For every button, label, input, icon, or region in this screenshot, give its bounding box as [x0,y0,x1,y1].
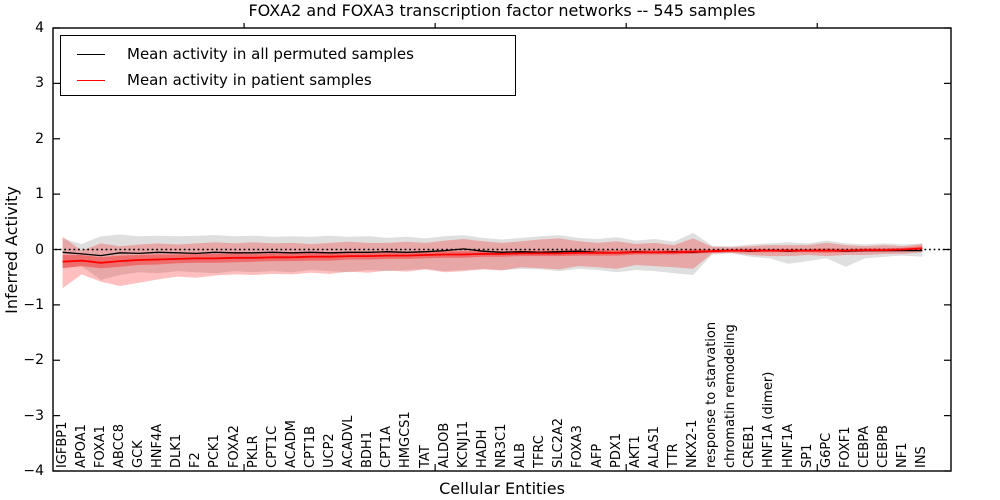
x-tick-label: ACADM [284,420,299,468]
patient-line-sample-icon [77,79,105,81]
y-tick-label: 2 [35,130,44,147]
patient-mean-line [62,247,923,264]
y-tick-label: −4 [23,463,44,479]
x-tick-label: ALAS1 [647,426,662,468]
x-tick-label: FOXA1 [93,425,108,468]
x-tick-label: SP1 [800,443,815,468]
legend-label-permuted: Mean activity in all permuted samples [127,45,414,63]
x-tick-label: CPT1A [379,425,394,468]
y-tick-label: 4 [35,20,44,36]
y-tick-label: 1 [35,186,44,203]
x-tick-label: HADH [475,429,490,468]
y-tick-label: −1 [23,296,44,313]
legend-item-patient: Mean activity in patient samples [61,67,515,93]
legend: Mean activity in all permuted samples Me… [60,35,516,96]
y-tick-label: −3 [23,407,44,424]
x-tick-label: AFP [590,443,605,468]
x-tick-label: G6PC [819,432,834,468]
x-tick-label: NF1 [895,442,910,468]
x-tick-label: PCK1 [207,434,222,468]
x-tick-label: F2 [188,452,203,468]
x-tick-label: CEBPB [876,425,891,468]
x-tick-label: ALB [513,442,528,468]
x-tick-label: CEBPA [857,425,872,468]
x-tick-label: AKT1 [628,435,643,468]
x-tick-label: CPT1B [303,425,318,468]
x-tick-label: FOXA2 [227,425,242,468]
x-tick-label: KCNJ11 [456,421,471,468]
x-axis-label: Cellular Entities [439,479,565,498]
x-tick-label: HNF1A (dimer) [761,371,776,468]
x-tick-label: ACADVL [341,415,356,468]
legend-item-permuted: Mean activity in all permuted samples [61,41,515,67]
x-tick-label: TTR [666,443,681,468]
x-tick-label: chromatin remodeling [723,324,738,468]
x-tick-label: IGFBP1 [55,421,70,468]
x-tick-label: BDH1 [360,431,375,468]
legend-label-patient: Mean activity in patient samples [127,71,372,89]
x-tick-label: NKX2-1 [685,419,700,468]
x-tick-label: NR3C1 [494,423,509,468]
x-tick-label: HMGCS1 [398,411,413,468]
x-tick-label: FOXA3 [570,425,585,468]
x-tick-label: response to starvation [704,321,719,468]
x-tick-label: PDX1 [609,432,624,468]
x-tick-label: HNF4A [150,423,165,468]
x-tick-label: CREB1 [742,424,757,468]
x-tick-label: TFRC [532,435,547,468]
x-tick-label: TAT [418,445,433,468]
x-tick-label: FOXF1 [838,426,853,468]
permuted-samples-band [62,232,923,280]
chart-title: FOXA2 and FOXA3 transcription factor net… [248,1,756,20]
x-tick-label: DLK1 [169,433,184,468]
x-tick-label: HNF1A [781,423,796,468]
x-tick-label: GCK [131,440,146,468]
x-tick-label: ABCC8 [112,423,127,468]
x-tick-label: PKLR [246,435,261,468]
y-tick-label: 0 [35,241,44,258]
y-tick-label: −2 [23,352,44,369]
x-tick-label: CPT1C [265,425,280,468]
x-tick-label: ALDOB [437,422,452,468]
y-tick-label: 3 [35,75,44,92]
x-tick-label: INS [914,446,929,468]
x-tick-label: APOA1 [74,424,89,468]
x-tick-label: UCP2 [322,433,337,468]
x-tick-label: SLC2A2 [551,417,566,468]
permuted-line-sample-icon [77,53,105,55]
